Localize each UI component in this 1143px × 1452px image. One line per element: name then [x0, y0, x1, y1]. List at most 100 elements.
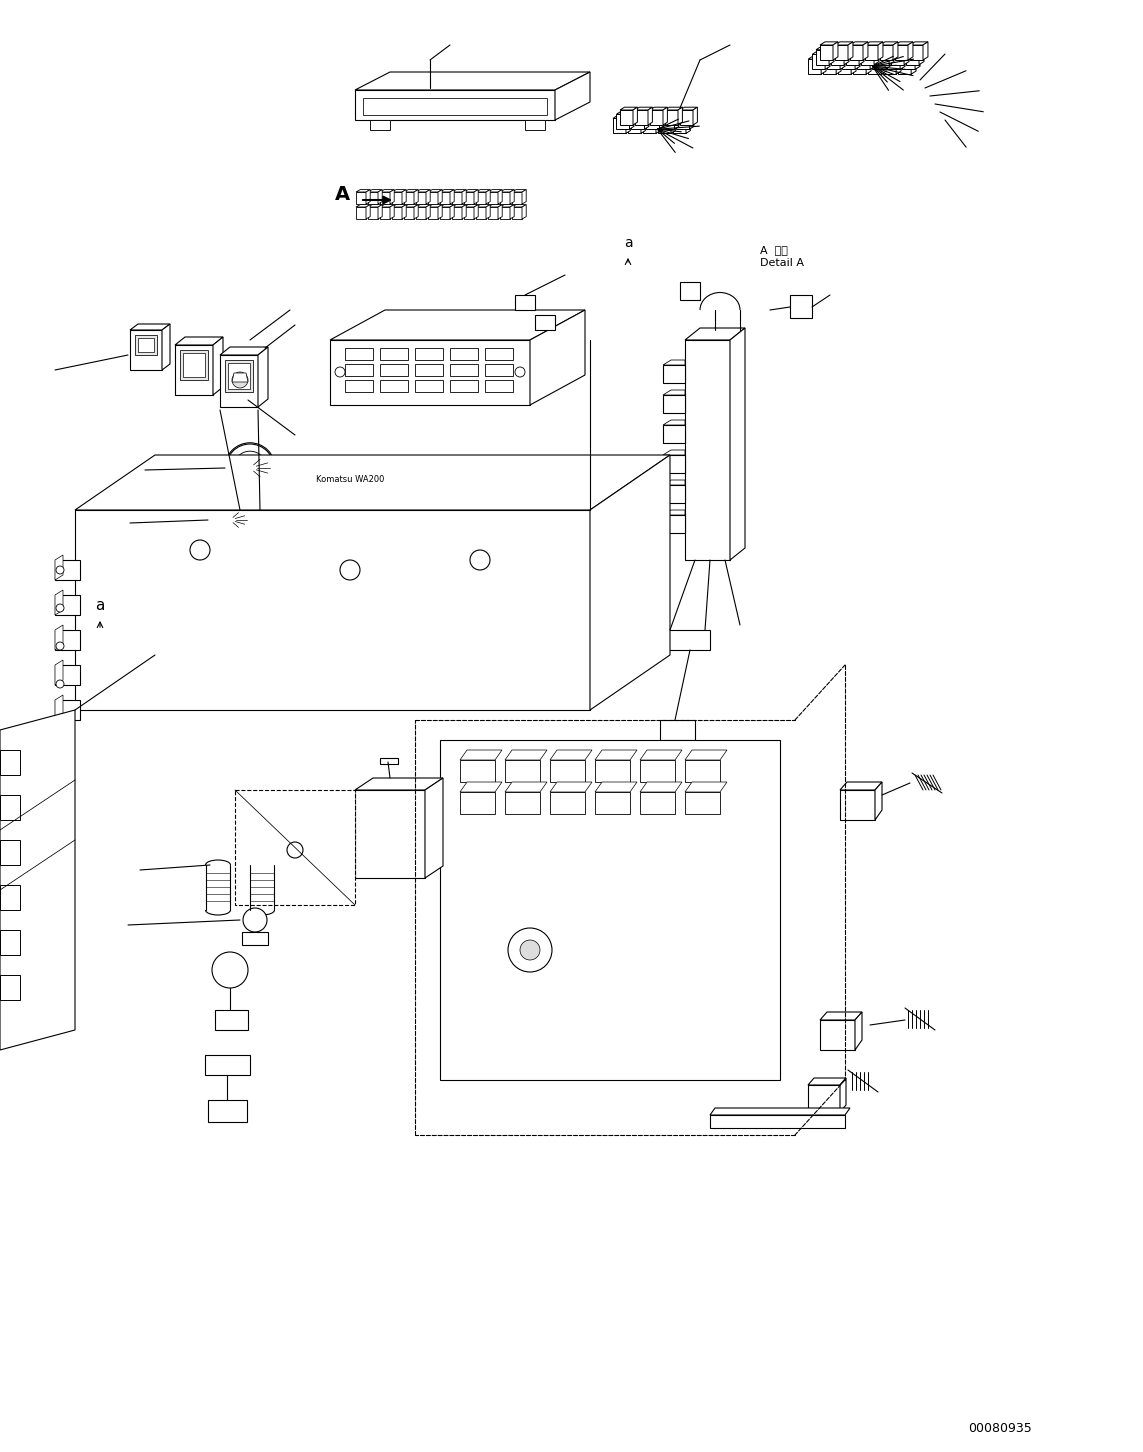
Polygon shape: [462, 205, 466, 219]
Polygon shape: [403, 190, 418, 192]
Polygon shape: [656, 116, 661, 134]
Polygon shape: [828, 54, 840, 70]
Polygon shape: [663, 395, 685, 412]
Polygon shape: [474, 190, 478, 203]
Polygon shape: [450, 190, 454, 203]
Polygon shape: [872, 54, 885, 70]
Polygon shape: [425, 778, 443, 878]
Polygon shape: [550, 751, 592, 759]
Polygon shape: [631, 112, 649, 115]
Polygon shape: [853, 60, 866, 74]
Polygon shape: [403, 192, 414, 203]
Polygon shape: [55, 661, 63, 685]
Polygon shape: [895, 45, 908, 60]
Polygon shape: [613, 119, 626, 134]
Polygon shape: [865, 42, 882, 45]
Polygon shape: [833, 42, 838, 60]
Polygon shape: [512, 205, 526, 208]
Polygon shape: [0, 751, 19, 775]
Polygon shape: [910, 42, 928, 45]
Polygon shape: [628, 116, 646, 119]
Polygon shape: [665, 110, 678, 125]
Polygon shape: [486, 205, 490, 219]
Polygon shape: [488, 190, 502, 192]
Polygon shape: [660, 720, 695, 741]
Polygon shape: [522, 205, 526, 219]
Circle shape: [56, 642, 64, 650]
Polygon shape: [673, 119, 686, 134]
Polygon shape: [363, 97, 547, 115]
Polygon shape: [874, 46, 879, 65]
Polygon shape: [450, 380, 478, 392]
Polygon shape: [510, 205, 514, 219]
Polygon shape: [693, 107, 697, 125]
Polygon shape: [820, 1019, 855, 1050]
Polygon shape: [910, 45, 924, 60]
Polygon shape: [450, 348, 478, 360]
Circle shape: [339, 560, 360, 579]
Polygon shape: [866, 57, 871, 74]
Polygon shape: [505, 751, 547, 759]
Polygon shape: [379, 380, 408, 392]
Polygon shape: [902, 54, 916, 70]
Polygon shape: [474, 205, 478, 219]
Polygon shape: [416, 208, 426, 219]
Circle shape: [335, 367, 345, 378]
Polygon shape: [685, 751, 727, 759]
Polygon shape: [662, 115, 674, 129]
Polygon shape: [869, 60, 881, 74]
Polygon shape: [857, 51, 876, 54]
Polygon shape: [884, 57, 901, 60]
Polygon shape: [355, 208, 366, 219]
Polygon shape: [908, 42, 913, 60]
Polygon shape: [850, 42, 868, 45]
Text: A: A: [335, 186, 350, 205]
Polygon shape: [880, 45, 893, 60]
Polygon shape: [175, 346, 213, 395]
Polygon shape: [498, 205, 502, 219]
Circle shape: [210, 499, 250, 540]
Polygon shape: [596, 751, 637, 759]
Polygon shape: [219, 354, 258, 407]
Polygon shape: [258, 347, 267, 407]
Polygon shape: [555, 73, 590, 121]
Circle shape: [507, 928, 552, 971]
Polygon shape: [876, 46, 894, 49]
Polygon shape: [840, 51, 845, 70]
Polygon shape: [175, 337, 223, 346]
Polygon shape: [895, 42, 913, 45]
Polygon shape: [345, 380, 373, 392]
Polygon shape: [440, 192, 450, 203]
Polygon shape: [887, 51, 905, 54]
Polygon shape: [660, 112, 664, 129]
Polygon shape: [535, 315, 555, 330]
Polygon shape: [828, 51, 845, 54]
Polygon shape: [475, 208, 486, 219]
Polygon shape: [368, 190, 382, 192]
Polygon shape: [842, 54, 855, 70]
Polygon shape: [451, 205, 466, 208]
Polygon shape: [900, 51, 905, 70]
Circle shape: [515, 367, 525, 378]
Polygon shape: [820, 42, 838, 45]
Circle shape: [56, 566, 64, 574]
Polygon shape: [55, 590, 63, 616]
Polygon shape: [162, 324, 170, 370]
Polygon shape: [663, 425, 685, 443]
Polygon shape: [674, 112, 679, 129]
Polygon shape: [55, 624, 63, 650]
Polygon shape: [390, 205, 394, 219]
Polygon shape: [663, 107, 668, 125]
Polygon shape: [379, 758, 398, 764]
Polygon shape: [550, 783, 592, 791]
Polygon shape: [450, 205, 454, 219]
Polygon shape: [881, 57, 886, 74]
Polygon shape: [636, 110, 648, 125]
Polygon shape: [0, 929, 19, 955]
Polygon shape: [906, 46, 924, 49]
Polygon shape: [631, 115, 645, 129]
Polygon shape: [884, 60, 896, 74]
Polygon shape: [816, 49, 829, 65]
Polygon shape: [550, 759, 585, 783]
Polygon shape: [530, 309, 585, 405]
